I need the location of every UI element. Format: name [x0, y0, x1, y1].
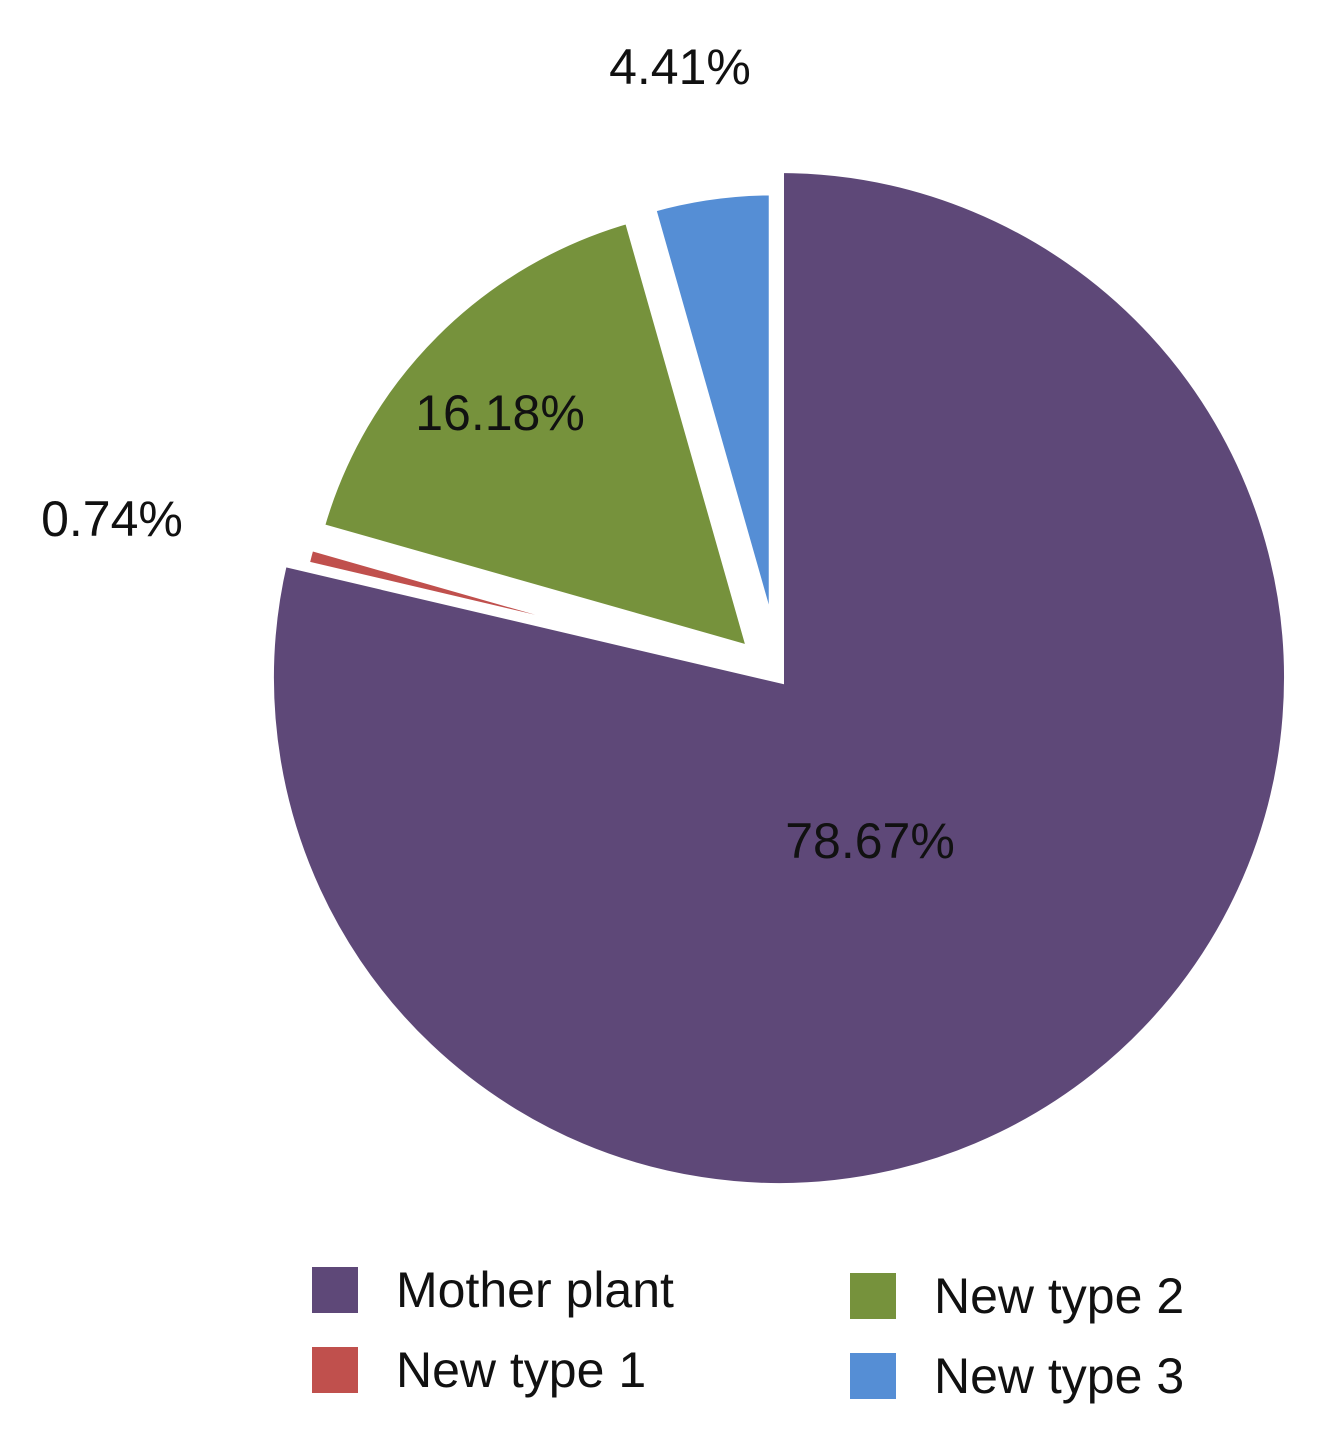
pie-slice-mother-plant [264, 162, 1294, 1193]
legend-item-new-type-3: New type 3 [850, 1341, 1184, 1411]
legend-item-mother-plant: Mother plant [312, 1255, 674, 1325]
legend-swatch-new-type-2 [850, 1273, 896, 1319]
legend-swatch-new-type-1 [312, 1347, 358, 1393]
legend-swatch-new-type-3 [850, 1353, 896, 1399]
data-label-new-type-3: 4.41% [609, 39, 751, 95]
data-label-mother-plant: 78.67% [785, 813, 955, 869]
data-label-new-type-2: 16.18% [415, 385, 585, 441]
pie-slice-new-type-1 [298, 539, 744, 674]
pie-data-labels: 78.67% 0.74% 16.18% 4.41% [41, 39, 955, 869]
chart-legend: Mother plant New type 1 New type 2 New t… [312, 1255, 1252, 1415]
data-label-new-type-1: 0.74% [41, 491, 183, 547]
legend-item-new-type-2: New type 2 [850, 1261, 1184, 1331]
legend-label-new-type-3: New type 3 [934, 1348, 1185, 1404]
legend-label-mother-plant: Mother plant [396, 1262, 674, 1318]
legend-item-new-type-1: New type 1 [312, 1335, 646, 1405]
legend-label-new-type-2: New type 2 [934, 1268, 1185, 1324]
legend-label-new-type-1: New type 1 [396, 1342, 647, 1398]
pie-slice-new-type-3 [644, 185, 779, 642]
legend-swatch-mother-plant [312, 1267, 358, 1313]
pie-slice-new-type-2 [313, 212, 760, 659]
pie-slices [264, 162, 1294, 1193]
